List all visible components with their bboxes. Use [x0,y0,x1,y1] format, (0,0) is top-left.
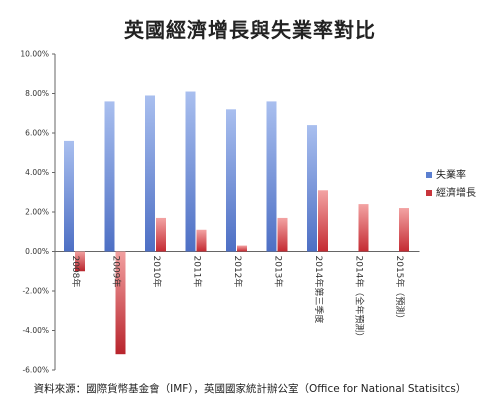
bar-growth [75,251,85,272]
bar-unemployment [307,125,317,252]
x-category-label: 2012年 [232,256,244,288]
x-category-label: 2013年 [273,256,285,288]
bars [64,91,409,355]
bar-growth [277,217,288,252]
bar-unemployment [266,101,277,252]
x-category-label: 2009年 [111,256,123,288]
y-tick-label: 10.00% [20,50,49,59]
bar-growth [115,251,126,355]
x-category-label: 2008年 [70,256,82,288]
y-tick-label: 2.00% [25,208,49,217]
y-tick-label: -2.00% [22,287,49,296]
legend-label: 失業率 [436,168,466,181]
x-category-label: 2010年 [151,256,163,288]
bar-growth [399,208,409,252]
y-tick-label: -6.00% [22,366,49,375]
x-category-label: 2014年（全年預測） [354,256,366,342]
bar-growth [156,217,166,252]
chart-title: 英國經濟增長與失業率對比 [124,18,376,42]
legend-label: 經濟增長 [436,186,476,199]
bar-unemployment [145,95,155,252]
bar-unemployment [64,140,74,252]
x-category-label: 2011年 [192,256,204,288]
bar-growth [196,229,207,252]
x-category-label: 2015年（預測） [394,256,406,324]
x-category-label: 2014年第三季度 [313,256,325,324]
bar-unemployment [104,101,115,252]
y-tick-label: -4.00% [22,326,49,335]
y-tick-label: 8.00% [25,89,49,98]
legend-swatch [426,172,432,178]
bar-growth [237,245,247,252]
bar-unemployment [185,91,196,252]
bar-unemployment [226,109,236,252]
y-tick-label: 4.00% [25,168,49,177]
bar-growth [318,190,328,252]
y-tick-label: 0.00% [25,247,49,256]
source-note: 資料來源：國際貨幣基金會（IMF），英國國家統計辦公室（Office for N… [33,383,467,395]
labels: 10.00% 8.00% 6.00% 4.00% 2.00% 0.00% -2.00% -4.… [20,50,406,375]
legend-swatch [426,190,432,196]
y-tick-label: 6.00% [25,129,49,138]
bar-growth [358,204,369,252]
